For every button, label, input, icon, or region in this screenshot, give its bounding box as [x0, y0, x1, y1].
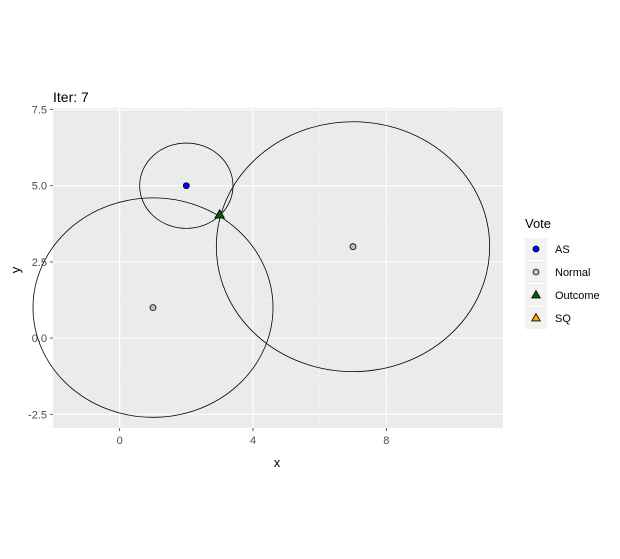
legend-symbol-1: [532, 268, 540, 276]
y-axis-title: y: [8, 266, 23, 273]
legend-entries: AS Normal Outcome SQ: [525, 238, 600, 329]
point-normal-2: [349, 243, 357, 251]
x-tick-label: 0: [117, 435, 123, 447]
point-as-0: [182, 182, 190, 190]
legend-label-3: SQ: [555, 313, 571, 325]
legend-symbol-2: [531, 289, 541, 299]
x-axis: 0 4 8: [117, 428, 389, 447]
legend-symbol-3: [531, 312, 541, 322]
grid-major: [53, 108, 503, 428]
legend-label-0: AS: [555, 244, 570, 256]
circles: [32, 121, 491, 418]
points: [149, 182, 357, 312]
circle-0: [139, 142, 234, 229]
legend-title: Vote: [525, 216, 551, 231]
y-tick-label: -2.5: [28, 409, 47, 421]
point-outcome-3: [214, 208, 226, 219]
circle-2: [215, 121, 491, 373]
legend-label-1: Normal: [555, 267, 590, 279]
x-tick-label: 4: [250, 435, 256, 447]
y-tick-label: 5.0: [32, 181, 47, 193]
y-tick-label: 7.5: [32, 105, 47, 117]
legend-symbol-0: [532, 245, 540, 253]
y-tick-label: 0.0: [32, 333, 47, 345]
circle-1: [32, 197, 274, 418]
plot-panel: [53, 108, 503, 428]
y-axis: -2.5 0.0 2.5 5.0 7.5: [28, 105, 53, 421]
x-tick-label: 8: [383, 435, 389, 447]
x-axis-title: x: [274, 455, 281, 470]
plot-title: Iter: 7: [53, 89, 89, 105]
y-tick-label: 2.5: [32, 257, 47, 269]
point-normal-1: [149, 304, 157, 312]
legend: Vote AS Normal Outcome SQ: [525, 216, 600, 329]
legend-label-2: Outcome: [555, 290, 600, 302]
